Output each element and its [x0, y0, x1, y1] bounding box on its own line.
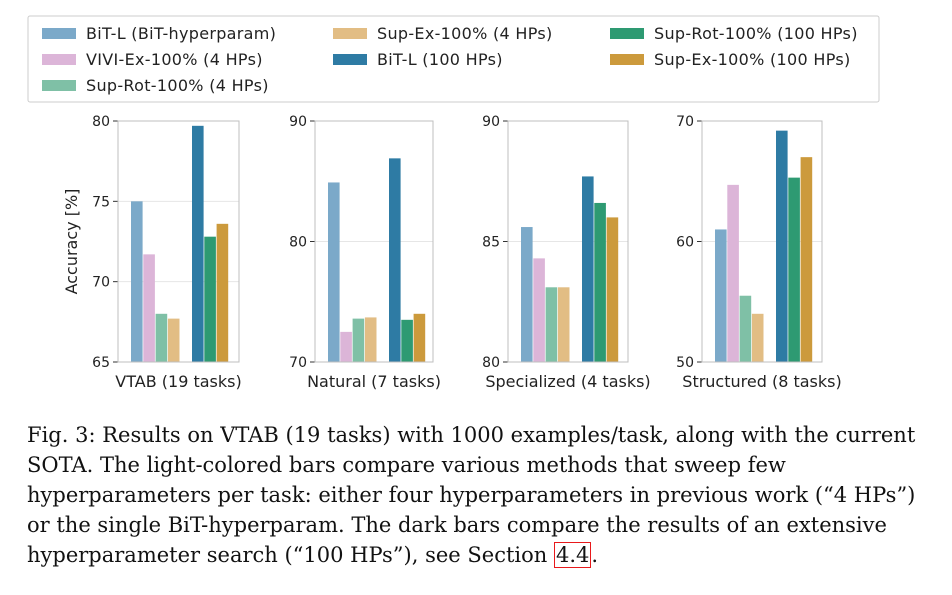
chart-panel-2: 70 80 90 Natural (7 tasks): [289, 114, 441, 391]
bar-suprot4: [352, 318, 365, 362]
y-tick-label: 75: [92, 194, 110, 210]
bar-supex100: [413, 313, 426, 362]
legend-label: Sup-Rot-100% (4 HPs): [86, 76, 269, 95]
bar-vivi: [143, 254, 155, 362]
legend: BiT-L (BiT-hyperparam) VIVI-Ex-100% (4 HP…: [27, 15, 880, 103]
bar-supex4: [751, 313, 764, 362]
bar-supex4: [557, 287, 570, 362]
bar-bit_hyper: [131, 201, 143, 362]
legend-swatch: [610, 28, 644, 39]
plot-frame: [314, 120, 434, 363]
y-tick-label: 70: [92, 275, 110, 291]
y-tick-label: 80: [482, 355, 500, 371]
legend-swatch: [42, 28, 76, 39]
bar-vivi: [727, 184, 739, 362]
bar-suprot4: [155, 313, 168, 362]
bar-suprot100: [788, 177, 800, 362]
x-axis-label: Natural (7 tasks): [307, 372, 441, 391]
legend-item-supex100: Sup-Ex-100% (100 HPs): [610, 50, 851, 69]
bar-supex100: [216, 223, 229, 362]
legend-label: VIVI-Ex-100% (4 HPs): [86, 50, 263, 69]
bar-bit_hyper: [328, 182, 340, 362]
bar-bit_hyper: [521, 227, 533, 362]
bar-bit100: [389, 158, 401, 362]
caption-text: Results on VTAB (19 tasks) with 1000 exa…: [27, 423, 916, 567]
chart-panel-1: 65 70 75 80 VTAB (19 tasks) Accuracy [%]: [62, 114, 242, 391]
legend-frame: [27, 15, 880, 103]
legend-label: Sup-Ex-100% (4 HPs): [377, 24, 553, 43]
bar-supex4: [364, 317, 377, 362]
caption-end: .: [591, 543, 599, 567]
y-tick-label: 60: [676, 235, 694, 251]
chart-panel-3: 80 85 90 Specialized (4 tasks): [482, 114, 651, 391]
legend-label: BiT-L (BiT-hyperparam): [86, 24, 276, 43]
bar-suprot4: [545, 287, 558, 362]
bar-vivi: [340, 331, 352, 362]
bar-suprot4: [739, 295, 752, 362]
bar-bit_hyper: [715, 229, 727, 362]
chart-panel-4: 50 60 70 Structured (8 tasks): [676, 114, 842, 391]
legend-swatch: [42, 54, 76, 65]
section-reference-link[interactable]: 4.4: [553, 542, 592, 568]
legend-swatch: [42, 80, 76, 91]
plot-frame: [117, 120, 240, 363]
bar-bit100: [776, 130, 788, 362]
legend-item-bit_hyper: BiT-L (BiT-hyperparam): [42, 24, 276, 43]
y-tick-label: 70: [676, 114, 694, 130]
x-axis-label: VTAB (19 tasks): [115, 372, 241, 391]
y-tick-label: 65: [92, 355, 110, 371]
y-tick-label: 90: [289, 114, 307, 130]
bar-suprot100: [204, 236, 216, 362]
y-tick-label: 85: [482, 235, 500, 251]
y-tick-label: 80: [289, 235, 307, 251]
bar-supex100: [606, 217, 619, 362]
plot-frame: [701, 120, 823, 363]
figure-caption: Fig. 3: Results on VTAB (19 tasks) with …: [27, 420, 927, 570]
legend-swatch: [333, 28, 367, 39]
y-tick-label: 90: [482, 114, 500, 130]
legend-item-supex4: Sup-Ex-100% (4 HPs): [333, 24, 553, 43]
legend-item-suprot100: Sup-Rot-100% (100 HPs): [610, 24, 858, 43]
legend-swatch: [610, 54, 644, 65]
x-axis-label: Specialized (4 tasks): [485, 372, 650, 391]
legend-label: BiT-L (100 HPs): [377, 50, 503, 69]
bar-supex4: [167, 318, 180, 362]
bar-suprot100: [401, 319, 413, 362]
bar-bit100: [582, 176, 594, 362]
bar-bit100: [192, 125, 204, 362]
legend-swatch: [333, 54, 367, 65]
y-tick-label: 50: [676, 355, 694, 371]
y-tick-label: 70: [289, 355, 307, 371]
bar-vivi: [533, 258, 545, 362]
legend-item-bit100: BiT-L (100 HPs): [333, 50, 503, 69]
bar-suprot100: [594, 202, 606, 362]
plot-frame: [507, 120, 629, 363]
bar-supex100: [800, 157, 813, 362]
caption-label: Fig. 3:: [27, 423, 96, 447]
x-axis-label: Structured (8 tasks): [682, 372, 841, 391]
legend-item-vivi: VIVI-Ex-100% (4 HPs): [42, 50, 263, 69]
legend-item-suprot4: Sup-Rot-100% (4 HPs): [42, 76, 269, 95]
y-tick-label: 80: [92, 114, 110, 130]
legend-label: Sup-Rot-100% (100 HPs): [654, 24, 858, 43]
y-axis-label: Accuracy [%]: [62, 189, 81, 295]
legend-label: Sup-Ex-100% (100 HPs): [654, 50, 851, 69]
results-figure: BiT-L (BiT-hyperparam) VIVI-Ex-100% (4 HP…: [27, 15, 880, 391]
